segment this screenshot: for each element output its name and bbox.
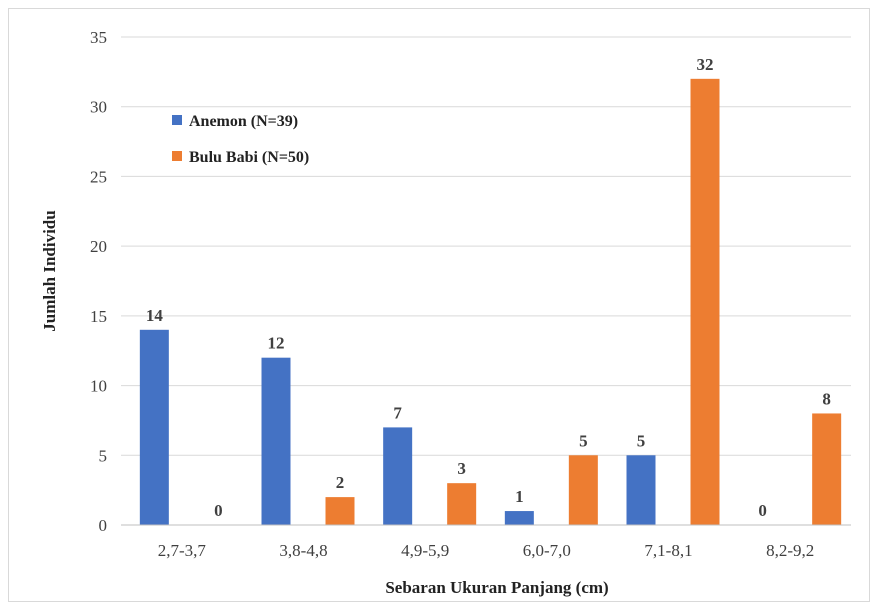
y-tick-label-20: 20	[90, 237, 107, 256]
y-tick-label-25: 25	[90, 167, 107, 186]
bar-anemon-2-7-3-7	[139, 329, 169, 525]
data-label-anemon-2-7-3-7: 14	[146, 306, 164, 325]
bars	[139, 78, 842, 525]
y-tick-label-35: 35	[90, 28, 107, 47]
data-label-anemon-6-0-7-0: 1	[515, 487, 524, 506]
x-tick-label-7-1-8-1: 7,1-8,1	[644, 541, 692, 560]
data-labels: 14 12 7 1 5 0 0 2 3 5 32 8	[146, 55, 831, 520]
x-tick-label-3-8-4-8: 3,8-4,8	[279, 541, 327, 560]
data-label-anemon-4-9-5-9: 7	[393, 403, 402, 422]
data-label-bulu-babi-8-2-9-2: 8	[822, 389, 831, 408]
bar-anemon-7-1-8-1	[626, 455, 656, 525]
x-axis-title: Sebaran Ukuran Panjang (cm)	[385, 578, 608, 597]
legend: Anemon (N=39) Bulu Babi (N=50)	[172, 113, 309, 166]
bar-anemon-6-0-7-0	[504, 511, 534, 525]
bar-anemon-3-8-4-8	[261, 357, 291, 525]
y-tick-label-5: 5	[99, 446, 108, 465]
bar-bulu-babi-4-9-5-9	[447, 483, 477, 525]
bar-anemon-4-9-5-9	[383, 427, 413, 525]
bar-bulu-babi-7-1-8-1	[690, 78, 720, 525]
x-tick-label-2-7-3-7: 2,7-3,7	[158, 541, 207, 560]
y-tick-label-0: 0	[99, 516, 108, 535]
data-label-bulu-babi-2-7-3-7: 0	[214, 501, 223, 520]
y-tick-label-30: 30	[90, 98, 107, 117]
data-label-bulu-babi-7-1-8-1: 32	[697, 55, 714, 74]
bar-bulu-babi-3-8-4-8	[325, 497, 355, 525]
data-label-anemon-8-2-9-2: 0	[758, 501, 767, 520]
y-axis-title: Jumlah Individu	[40, 210, 59, 331]
bar-bulu-babi-8-2-9-2	[812, 413, 842, 525]
data-label-bulu-babi-6-0-7-0: 5	[579, 431, 588, 450]
legend-label-bulu-babi: Bulu Babi (N=50)	[189, 149, 309, 166]
data-label-anemon-7-1-8-1: 5	[637, 431, 646, 450]
x-tick-label-4-9-5-9: 4,9-5,9	[401, 541, 449, 560]
data-label-bulu-babi-3-8-4-8: 2	[336, 473, 345, 492]
chart-frame: 14 12 7 1 5 0 0 2 3 5 32 8 0 5 10 15 20 25 30 35 2,7-3,7 3,8…	[8, 8, 870, 602]
legend-label-anemon: Anemon (N=39)	[189, 113, 298, 130]
x-tick-label-6-0-7-0: 6,0-7,0	[523, 541, 571, 560]
bar-bulu-babi-6-0-7-0	[568, 455, 598, 525]
gridlines	[121, 36, 851, 456]
data-label-bulu-babi-4-9-5-9: 3	[457, 459, 466, 478]
x-tick-label-8-2-9-2: 8,2-9,2	[766, 541, 814, 560]
y-tick-label-10: 10	[90, 377, 107, 396]
legend-swatch-bulu-babi	[172, 151, 182, 161]
y-tick-label-15: 15	[90, 307, 107, 326]
data-label-anemon-3-8-4-8: 12	[268, 334, 285, 353]
legend-swatch-anemon	[172, 115, 182, 125]
